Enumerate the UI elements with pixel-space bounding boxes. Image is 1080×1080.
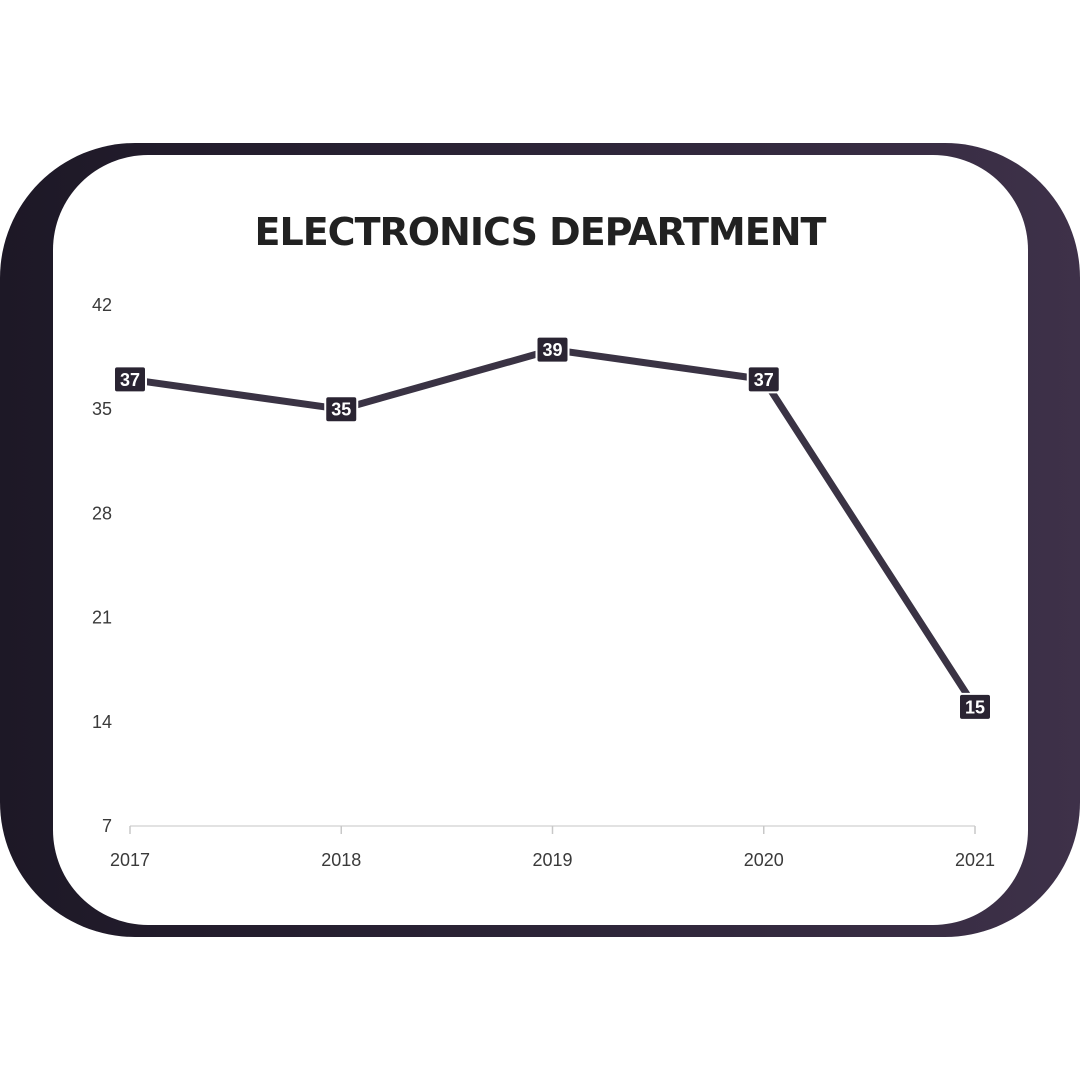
x-axis: 2017 2018 2019 2020 2021 [110, 825, 995, 870]
chart-title: ELECTRONICS DEPARTMENT [254, 210, 827, 254]
data-label-box [113, 365, 147, 394]
x-tick-label: 2020 [744, 850, 784, 870]
data-label-box [746, 365, 781, 394]
data-label: 15 [958, 692, 992, 721]
data-label-text: 15 [965, 697, 985, 717]
data-label-box [958, 692, 992, 721]
y-tick-label: 14 [92, 712, 112, 732]
series-layer [126, 346, 979, 711]
x-tick-label: 2017 [110, 850, 150, 870]
data-label-text: 39 [542, 340, 562, 360]
x-tick-label: 2019 [532, 850, 572, 870]
data-label: 37 [113, 365, 147, 394]
y-tick-label: 35 [92, 399, 112, 419]
data-label-text: 37 [120, 370, 140, 390]
data-label-box [324, 395, 359, 424]
data-labels: 37 35 39 37 15 [113, 335, 992, 721]
data-label-text: 35 [331, 400, 351, 420]
data-label: 37 [746, 365, 781, 394]
data-label: 39 [535, 335, 570, 364]
data-label-text: 37 [754, 370, 774, 390]
data-label: 35 [324, 395, 359, 424]
series-line [126, 346, 979, 711]
y-tick-label: 21 [92, 608, 112, 628]
y-tick-label: 42 [92, 295, 112, 315]
y-axis: 42 35 28 21 14 7 [92, 295, 112, 836]
x-tick-label: 2021 [955, 850, 995, 870]
x-tick-label: 2018 [321, 850, 361, 870]
y-tick-label: 28 [92, 503, 112, 523]
y-tick-label: 7 [102, 816, 112, 836]
data-label-box [535, 335, 570, 364]
